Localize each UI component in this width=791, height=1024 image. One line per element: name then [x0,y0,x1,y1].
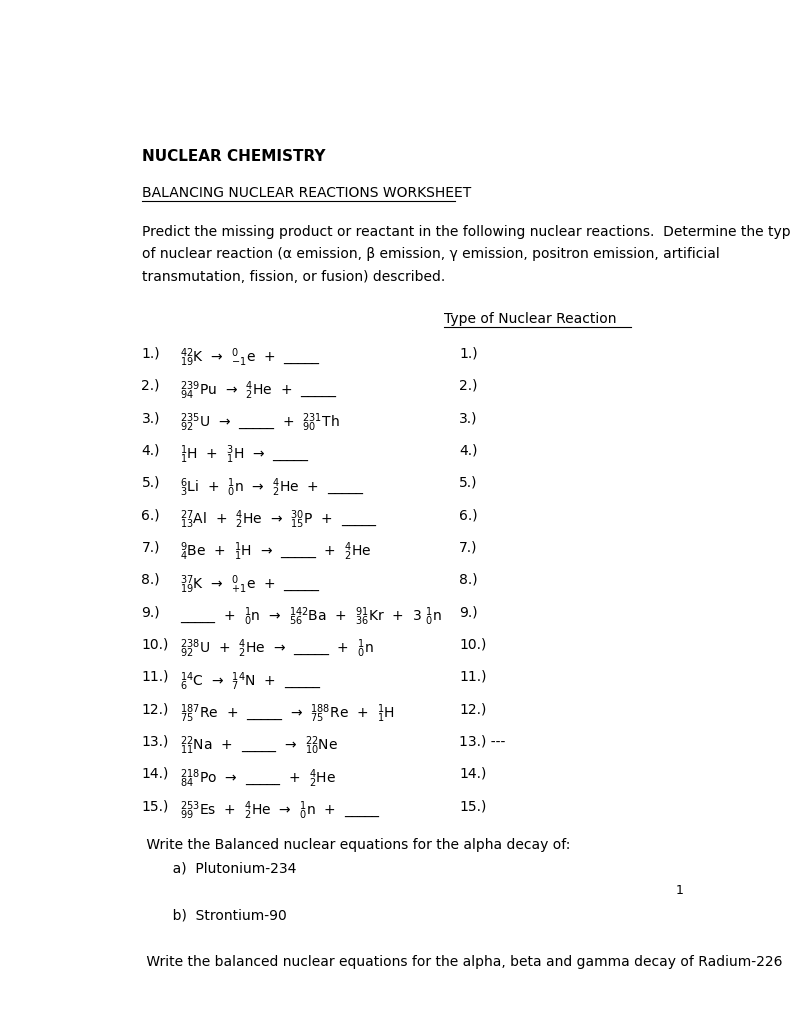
Text: 15.): 15.) [460,800,486,813]
Text: $^{239}_{94}$Pu  →  $^{4}_{2}$He  +  _____: $^{239}_{94}$Pu → $^{4}_{2}$He + _____ [180,379,338,401]
Text: $^{22}_{11}$Na  +  _____  →  $^{22}_{10}$Ne: $^{22}_{11}$Na + _____ → $^{22}_{10}$Ne [180,734,339,757]
Text: 2.): 2.) [142,379,160,393]
Text: Type of Nuclear Reaction: Type of Nuclear Reaction [444,312,616,326]
Text: 2.): 2.) [460,379,478,393]
Text: 1.): 1.) [142,346,160,360]
Text: 10.): 10.) [142,638,168,651]
Text: 13.): 13.) [142,734,168,749]
Text: $^{6}_{3}$Li  +  $^{1}_{0}$n  →  $^{4}_{2}$He  +  _____: $^{6}_{3}$Li + $^{1}_{0}$n → $^{4}_{2}$H… [180,476,365,499]
Text: NUCLEAR CHEMISTRY: NUCLEAR CHEMISTRY [142,150,325,164]
Text: 12.): 12.) [142,702,168,717]
Text: $^{42}_{19}$K  →  $^{0}_{-1}$e  +  _____: $^{42}_{19}$K → $^{0}_{-1}$e + _____ [180,346,321,370]
Text: $^{9}_{4}$Be  +  $^{1}_{1}$H  →  _____  +  $^{4}_{2}$He: $^{9}_{4}$Be + $^{1}_{1}$H → _____ + $^{… [180,541,372,563]
Text: 5.): 5.) [142,476,160,489]
Text: Predict the missing product or reactant in the following nuclear reactions.  Det: Predict the missing product or reactant … [142,224,791,239]
Text: Write the Balanced nuclear equations for the alpha decay of:: Write the Balanced nuclear equations for… [142,838,570,852]
Text: $^{14}_{6}$C  →  $^{14}_{7}$N  +  _____: $^{14}_{6}$C → $^{14}_{7}$N + _____ [180,670,321,692]
Text: 10.): 10.) [460,638,486,651]
Text: 7.): 7.) [142,541,160,555]
Text: 9.): 9.) [460,605,478,620]
Text: $^{37}_{19}$K  →  $^{0}_{+1}$e  +  _____: $^{37}_{19}$K → $^{0}_{+1}$e + _____ [180,573,321,596]
Text: a)  Plutonium-234: a) Plutonium-234 [142,861,296,876]
Text: 1: 1 [676,885,684,897]
Text: 3.): 3.) [460,412,478,425]
Text: 12.): 12.) [460,702,486,717]
Text: 8.): 8.) [460,573,478,587]
Text: $^{187}_{75}$Re  +  _____  →  $^{188}_{75}$Re  +  $^{1}_{1}$H: $^{187}_{75}$Re + _____ → $^{188}_{75}$R… [180,702,395,725]
Text: $^{27}_{13}$Al  +  $^{4}_{2}$He  →  $^{30}_{15}$P  +  _____: $^{27}_{13}$Al + $^{4}_{2}$He → $^{30}_{… [180,508,378,530]
Text: $^{238}_{92}$U  +  $^{4}_{2}$He  →  _____  +  $^{1}_{0}$n: $^{238}_{92}$U + $^{4}_{2}$He → _____ + … [180,638,374,660]
Text: 6.): 6.) [460,508,478,522]
Text: 13.) ---: 13.) --- [460,734,505,749]
Text: 11.): 11.) [142,670,169,684]
Text: $^{218}_{84}$Po  →  _____  +  $^{4}_{2}$He: $^{218}_{84}$Po → _____ + $^{4}_{2}$He [180,767,336,790]
Text: 3.): 3.) [142,412,160,425]
Text: 6.): 6.) [142,508,160,522]
Text: 7.): 7.) [460,541,478,555]
Text: transmutation, fission, or fusion) described.: transmutation, fission, or fusion) descr… [142,270,445,284]
Text: 4.): 4.) [460,443,478,458]
Text: 14.): 14.) [460,767,486,781]
Text: BALANCING NUCLEAR REACTIONS WORKSHEET: BALANCING NUCLEAR REACTIONS WORKSHEET [142,186,471,200]
Text: $^{253}_{99}$Es  +  $^{4}_{2}$He  →  $^{1}_{0}$n  +  _____: $^{253}_{99}$Es + $^{4}_{2}$He → $^{1}_{… [180,800,381,822]
Text: 8.): 8.) [142,573,160,587]
Text: of nuclear reaction (α emission, β emission, γ emission, positron emission, arti: of nuclear reaction (α emission, β emiss… [142,247,719,261]
Text: $^{1}_{1}$H  +  $^{3}_{1}$H  →  _____: $^{1}_{1}$H + $^{3}_{1}$H → _____ [180,443,310,466]
Text: $^{235}_{92}$U  →  _____  +  $^{231}_{90}$Th: $^{235}_{92}$U → _____ + $^{231}_{90}$Th [180,412,340,434]
Text: 11.): 11.) [460,670,486,684]
Text: b)  Strontium-90: b) Strontium-90 [142,908,286,923]
Text: 14.): 14.) [142,767,168,781]
Text: 5.): 5.) [460,476,478,489]
Text: 1.): 1.) [460,346,478,360]
Text: 4.): 4.) [142,443,160,458]
Text: _____  +  $^{1}_{0}$n  →  $^{142}_{56}$Ba  +  $^{91}_{36}$Kr  +  3 $^{1}_{0}$n: _____ + $^{1}_{0}$n → $^{142}_{56}$Ba + … [180,605,442,628]
Text: 15.): 15.) [142,800,168,813]
Text: 9.): 9.) [142,605,160,620]
Text: Write the balanced nuclear equations for the alpha, beta and gamma decay of Radi: Write the balanced nuclear equations for… [142,955,782,970]
